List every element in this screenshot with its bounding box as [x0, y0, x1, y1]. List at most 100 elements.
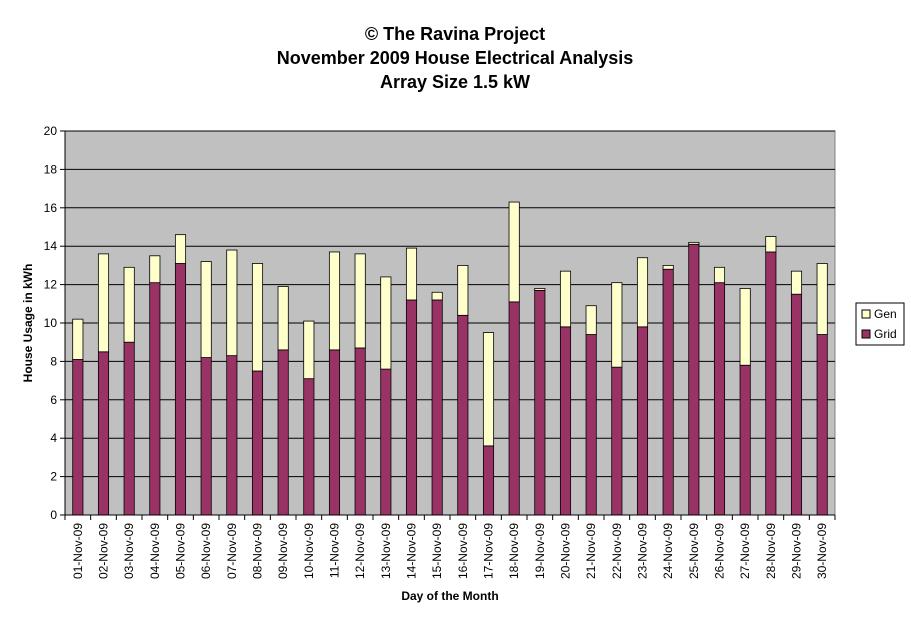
bar-grid	[713, 282, 726, 516]
bar-gen	[328, 251, 341, 351]
bar-grid	[739, 364, 751, 516]
title-line-2: November 2009 House Electrical Analysis	[277, 48, 634, 68]
y-axis: 0 2 4 6 8 10 12 14 16 18 20	[44, 124, 66, 522]
x-tick-label: 26-Nov-09	[713, 523, 727, 579]
legend-swatch-gen	[861, 309, 871, 319]
x-tick-label: 17-Nov-09	[482, 523, 496, 579]
bar-grid	[123, 341, 135, 516]
x-axis: 01-Nov-09 02-Nov-09 03-Nov-09 04-Nov-09 05-N…	[64, 514, 836, 579]
y-tick-label: 14	[44, 239, 58, 253]
bar-grid	[380, 368, 392, 516]
bar-gen	[72, 318, 84, 360]
bar-grid	[585, 334, 597, 516]
y-tick-label: 20	[44, 124, 58, 138]
bar-gen	[303, 320, 315, 380]
bar-grid	[534, 289, 546, 516]
bar-gen	[251, 263, 264, 372]
bar-grid	[174, 263, 187, 516]
bar-grid	[636, 326, 649, 516]
bar-grid	[559, 326, 572, 516]
bar-gen	[97, 253, 110, 353]
x-tick-label: 29-Nov-09	[790, 523, 804, 579]
x-tick-label: 23-Nov-09	[636, 523, 650, 579]
bar-grid	[277, 349, 289, 516]
bar-gen	[457, 264, 469, 316]
y-tick-label: 10	[44, 316, 58, 330]
bar-gen	[380, 276, 392, 370]
x-tick-label: 07-Nov-09	[225, 523, 239, 579]
x-tick-label: 21-Nov-09	[584, 523, 598, 579]
x-tick-label: 13-Nov-09	[379, 523, 393, 579]
bar-gen	[200, 261, 212, 358]
bar-gen	[149, 255, 161, 284]
x-tick-label: 09-Nov-09	[276, 523, 290, 579]
x-tick-label: 24-Nov-09	[661, 523, 675, 579]
bar-gen	[277, 286, 289, 351]
chart-title: © The Ravina Project November 2009 House…	[277, 24, 634, 92]
x-tick-label: 02-Nov-09	[97, 523, 111, 579]
title-line-3: Array Size 1.5 kW	[380, 72, 530, 92]
x-tick-label: 25-Nov-09	[687, 523, 701, 579]
bar-gen	[713, 266, 726, 284]
y-tick-label: 16	[44, 201, 58, 215]
bar-gen	[636, 257, 649, 328]
bars	[72, 201, 828, 516]
x-axis-title: Day of the Month	[401, 589, 498, 603]
y-tick-label: 6	[50, 393, 57, 407]
legend-label-grid: Grid	[874, 327, 897, 341]
x-tick-label: 06-Nov-09	[199, 523, 213, 579]
x-tick-label: 28-Nov-09	[764, 523, 778, 579]
title-line-1: © The Ravina Project	[365, 24, 545, 44]
bar-gen	[534, 288, 546, 291]
bar-grid	[611, 366, 623, 516]
y-tick-label: 0	[50, 508, 57, 522]
legend-label-gen: Gen	[874, 307, 897, 321]
bar-gen	[765, 236, 777, 253]
bar-gen	[816, 263, 828, 335]
bar-grid	[149, 282, 161, 516]
bar-gen	[508, 201, 520, 303]
x-tick-label: 22-Nov-09	[610, 523, 624, 579]
x-tick-label: 03-Nov-09	[122, 523, 136, 579]
x-tick-label: 16-Nov-09	[456, 523, 470, 579]
bar-gen	[226, 249, 238, 357]
bar-gen	[688, 241, 700, 245]
bar-grid	[72, 359, 84, 516]
x-tick-label: 11-Nov-09	[328, 523, 342, 578]
bar-gen	[354, 253, 366, 349]
x-tick-label: 04-Nov-09	[148, 523, 162, 579]
x-tick-label: 20-Nov-09	[559, 523, 573, 579]
bar-gen	[482, 332, 495, 447]
x-tick-label: 10-Nov-09	[302, 523, 316, 579]
legend: Gen Grid	[855, 302, 905, 346]
bar-grid	[328, 349, 341, 516]
bar-gen	[790, 270, 803, 295]
x-tick-label: 19-Nov-09	[533, 523, 547, 579]
x-tick-label: 12-Nov-09	[353, 523, 367, 579]
bar-gen	[585, 305, 597, 335]
bar-grid	[765, 251, 777, 516]
bar-grid	[431, 299, 443, 516]
x-tick-label: 30-Nov-09	[815, 523, 829, 579]
x-tick-label: 05-Nov-09	[174, 523, 188, 579]
bar-gen	[739, 288, 751, 366]
gridlines	[65, 130, 835, 478]
bar-gen	[662, 264, 674, 270]
x-tick-label: 14-Nov-09	[405, 523, 419, 579]
bar-grid	[405, 299, 418, 516]
y-tick-label: 8	[50, 354, 57, 368]
x-tick-label: 01-Nov-09	[71, 523, 85, 579]
bar-grid	[97, 351, 110, 516]
bar-grid	[303, 378, 315, 516]
bar-grid	[816, 334, 828, 516]
bar-grid	[251, 370, 264, 516]
x-tick-label: 18-Nov-09	[507, 523, 521, 579]
bar-gen	[431, 291, 443, 301]
bar-grid	[354, 347, 366, 516]
bar-grid	[457, 314, 469, 516]
bar-gen	[611, 282, 623, 368]
y-axis-title: House Usage in kWh	[21, 264, 35, 383]
bar-gen	[123, 266, 135, 343]
y-tick-label: 12	[44, 278, 58, 292]
y-tick-label: 4	[50, 431, 57, 445]
